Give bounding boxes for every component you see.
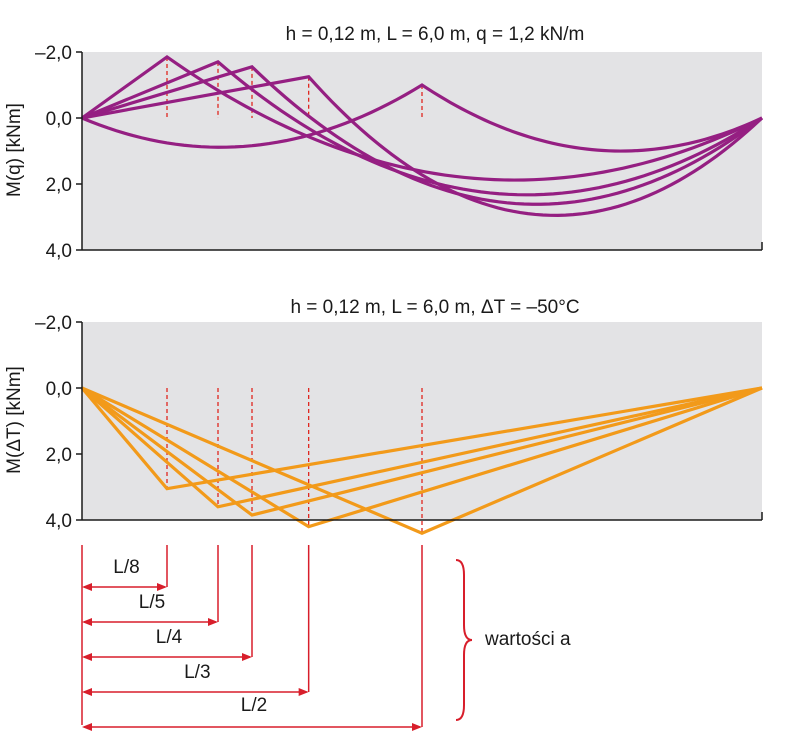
- chart-1-ytick-label: 0,0: [46, 109, 72, 130]
- chart-1-series-line: [81, 65, 763, 206]
- dimension-label: L/5: [139, 592, 165, 613]
- chart-2-ytick-label: 4,0: [46, 511, 72, 532]
- chart-2-ytick-label: –2,0: [35, 313, 72, 334]
- chart-1: h = 0,12 m, L = 6,0 m, q = 1,2 kN/m M(q)…: [4, 24, 764, 262]
- chart-2-series-line: [81, 386, 763, 535]
- dimension-arrow-right: [412, 723, 422, 731]
- chart-1-series-line: [81, 83, 763, 153]
- chart-2-series-line: [80, 386, 763, 491]
- dimension-arrow-right: [157, 583, 167, 591]
- chart-2-markers: [166, 388, 423, 534]
- brace-label: wartości a: [484, 629, 571, 650]
- chart-2-series-group: [80, 386, 763, 535]
- dimension-arrow-left: [82, 653, 92, 661]
- chart-2-series-line: [81, 386, 763, 517]
- curly-brace: [455, 559, 473, 721]
- chart-1-series-line: [81, 60, 763, 197]
- chart-1-series-group: [81, 54, 764, 217]
- dimension-arrow-left: [82, 583, 92, 591]
- chart-1-y-axis: –2,0 0,0 2,0 4,0: [35, 43, 82, 262]
- chart-1-title: h = 0,12 m, L = 6,0 m, q = 1,2 kN/m: [286, 24, 585, 45]
- dimension-arrow-right: [298, 688, 309, 696]
- chart-2-series-line: [81, 386, 763, 529]
- chart-2-ytick-label: 0,0: [46, 379, 72, 400]
- chart-2-ylabel: M(ΔT) [kNm]: [4, 366, 25, 474]
- chart-2-ytick-label: 2,0: [46, 445, 72, 466]
- chart-1-series-line: [81, 75, 764, 217]
- chart-2: h = 0,12 m, L = 6,0 m, ΔT = –50°C M(ΔT) …: [4, 297, 763, 535]
- dimension-arrow-right: [208, 618, 218, 626]
- dimension-diagram: L/8L/5 L/4L/3 L/2: [81, 545, 423, 731]
- chart-1-series-line: [81, 54, 763, 182]
- chart-2-title: h = 0,12 m, L = 6,0 m, ΔT = –50°C: [290, 297, 579, 318]
- dimension-label: L/8: [113, 557, 139, 578]
- chart-2-axis-lines: [81, 322, 763, 521]
- chart-1-ytick-label: –2,0: [35, 43, 72, 64]
- chart-1-ytick-label: 2,0: [46, 175, 72, 196]
- dimension-label: L/4: [156, 627, 183, 648]
- chart-2-series-line: [80, 386, 763, 509]
- chart-1-ylabel: M(q) [kNm]: [4, 103, 25, 197]
- dimension-arrow-right: [242, 653, 252, 661]
- dimension-label: L/2: [241, 695, 267, 716]
- dimension-arrow-left: [82, 618, 92, 626]
- dimension-arrow-left: [82, 723, 92, 731]
- dimension-arrow-left: [82, 688, 92, 696]
- chart-2-y-axis: –2,0 0,0 2,0 4,0: [35, 313, 82, 532]
- dimension-label: L/3: [184, 662, 210, 683]
- chart-1-ytick-label: 4,0: [46, 241, 72, 262]
- chart-1-plot-area: [82, 52, 762, 250]
- chart-1-axis-lines: [81, 52, 763, 251]
